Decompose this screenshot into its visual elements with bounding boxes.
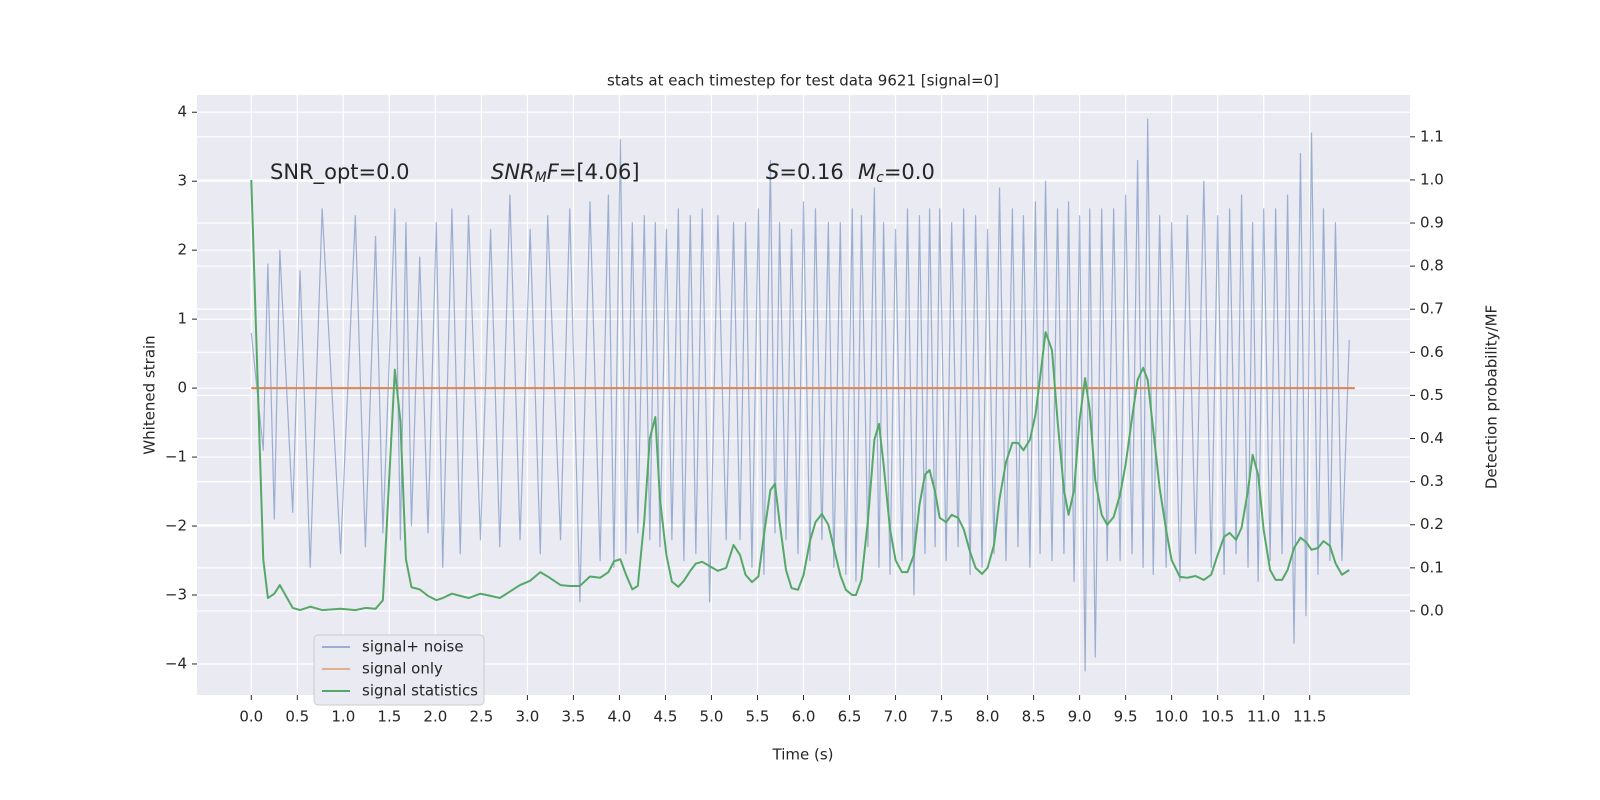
x-tick-label: 1.5 <box>377 708 401 726</box>
y2-tick-label: 0.5 <box>1420 386 1444 404</box>
y-tick-label: 1 <box>177 310 187 328</box>
x-tick-label: 11.0 <box>1247 708 1280 726</box>
y2-axis-label: Detection probability/MF <box>1483 305 1501 489</box>
annotation-part: =0.16 <box>779 160 843 184</box>
x-tick-label: 4.5 <box>654 708 678 726</box>
y2-tick-label: 0.8 <box>1420 257 1444 275</box>
y2-tick-label: 0.6 <box>1420 343 1444 361</box>
y2-tick-label: 0.4 <box>1420 429 1444 447</box>
x-tick-label: 3.5 <box>561 708 585 726</box>
x-tick-label: 1.0 <box>331 708 355 726</box>
y2-tick-label: 0.3 <box>1420 472 1444 490</box>
y-tick-label: −3 <box>165 586 187 604</box>
annotation: Mc=0.0 <box>858 160 935 186</box>
x-tick-label: 10.0 <box>1155 708 1188 726</box>
annotation-part: =0.0 <box>884 160 935 184</box>
annotation-part: F <box>547 160 560 184</box>
annotation: SNR_opt=0.0 <box>270 160 410 185</box>
annotation: S=0.16 <box>766 160 844 184</box>
annotation-part: M <box>535 170 547 186</box>
plot-area <box>250 118 1355 672</box>
y-tick-label: −1 <box>165 448 187 466</box>
y2-tick-label: 1.1 <box>1420 127 1444 145</box>
annotation-part: c <box>876 170 884 186</box>
legend: signal+ noise signal only signal statistic… <box>313 634 485 706</box>
x-tick-label: 2.0 <box>423 708 447 726</box>
annotation-part: SNR <box>491 160 535 184</box>
chart-title: stats at each timestep for test data 962… <box>607 72 999 90</box>
legend-label: signal only <box>362 660 443 678</box>
x-tick-label: 10.5 <box>1201 708 1234 726</box>
series-line <box>250 118 1350 672</box>
x-axis-label: Time (s) <box>772 746 834 764</box>
x-tick-label: 2.5 <box>469 708 493 726</box>
annotations: SNR_opt=0.0 SNRMF=[4.06] S=0.16 Mc=0.0 <box>270 160 935 186</box>
annotation-part: SNR_opt=0.0 <box>270 160 410 185</box>
y-tick-label: 4 <box>177 103 187 121</box>
x-tick-label: 8.0 <box>976 708 1000 726</box>
series-line <box>250 179 1350 612</box>
x-tick-label: 8.5 <box>1022 708 1046 726</box>
y2-tick-label: 0.9 <box>1420 214 1444 232</box>
x-tick-label: 7.5 <box>930 708 954 726</box>
legend-box <box>313 634 485 706</box>
legend-label: signal+ noise <box>362 638 464 656</box>
y-tick-label: 3 <box>177 172 187 190</box>
x-tick-label: 11.5 <box>1293 708 1326 726</box>
x-tick-label: 9.5 <box>1114 708 1138 726</box>
annotation: SNRMF=[4.06] <box>491 160 640 186</box>
x-tick-label: 7.0 <box>884 708 908 726</box>
y2-tick-label: 0.2 <box>1420 515 1444 533</box>
y-tick-label: −2 <box>165 517 187 535</box>
x-tick-label: 6.5 <box>838 708 862 726</box>
legend-label: signal statistics <box>362 682 478 700</box>
y-tick-label: −4 <box>165 654 187 672</box>
x-tick-label: 9.0 <box>1068 708 1092 726</box>
y2-tick-label: 0.1 <box>1420 558 1444 576</box>
y2-tick-label: 0.0 <box>1420 601 1444 619</box>
grid: 0.0 0.5 1.0 1.5 2.0 2.5 3.0 3.5 4.0 4.5 5.0 5.5 6.0 6… <box>165 95 1444 726</box>
x-tick-label: 5.5 <box>746 708 770 726</box>
annotation-part: S <box>766 160 779 184</box>
y2-tick-label: 0.7 <box>1420 300 1444 318</box>
x-tick-label: 5.0 <box>700 708 724 726</box>
annotation-part: =[4.06] <box>559 160 640 184</box>
y2-tick-label: 1.0 <box>1420 170 1444 188</box>
x-tick-label: 0.0 <box>239 708 263 726</box>
annotation-part: M <box>858 160 876 184</box>
x-tick-label: 6.0 <box>792 708 816 726</box>
x-tick-label: 4.0 <box>608 708 632 726</box>
x-tick-label: 3.0 <box>515 708 539 726</box>
y-tick-label: 2 <box>177 241 187 259</box>
y-axis-label: Whitened strain <box>141 335 159 454</box>
x-tick-label: 0.5 <box>285 708 309 726</box>
y-tick-label: 0 <box>177 379 187 397</box>
